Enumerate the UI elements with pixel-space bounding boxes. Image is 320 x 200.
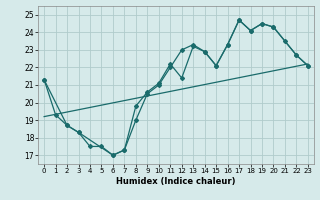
- X-axis label: Humidex (Indice chaleur): Humidex (Indice chaleur): [116, 177, 236, 186]
